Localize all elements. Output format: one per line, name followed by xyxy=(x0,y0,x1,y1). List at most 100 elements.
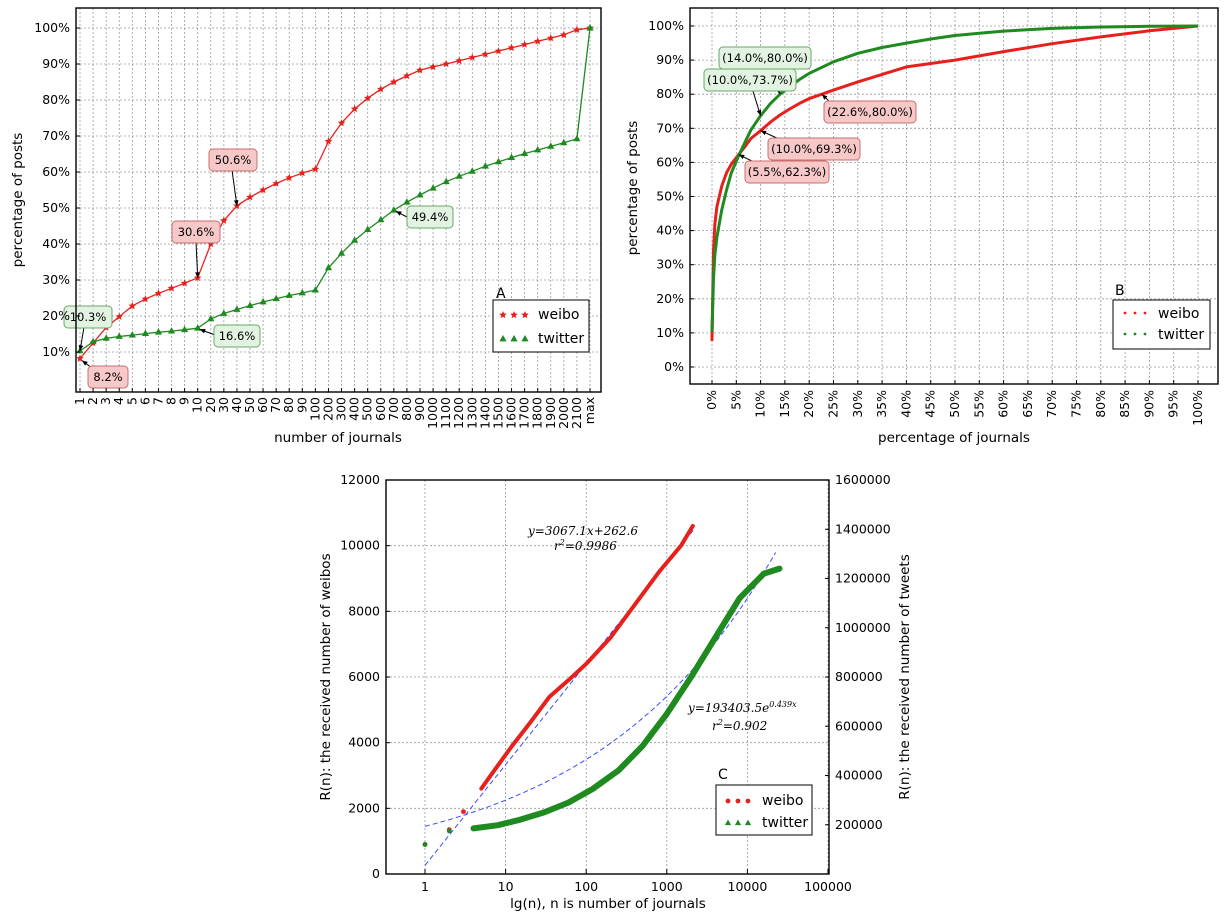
data-point-weibo xyxy=(481,50,490,58)
data-point-weibo xyxy=(220,216,228,224)
data-point-twitter xyxy=(324,263,333,271)
data-point-twitter xyxy=(468,167,476,174)
data-point-twitter xyxy=(337,249,346,256)
legend-label-twitter: twitter xyxy=(538,331,584,347)
legend-marker-weibo xyxy=(1123,311,1127,315)
legend-marker-weibo xyxy=(499,311,507,319)
series-line-twitter xyxy=(79,27,591,352)
annotation-arrow xyxy=(78,326,85,352)
panel-b-ylabel: percentage of posts xyxy=(625,121,641,256)
data-point-twitter xyxy=(220,309,228,316)
legend-marker-weibo xyxy=(1143,311,1147,315)
panel-c-legend-box xyxy=(715,784,813,836)
data-point-weibo xyxy=(128,301,137,310)
annotation-arrow-head xyxy=(395,211,402,216)
data-point-weibo xyxy=(324,137,333,145)
panel-a-chart: 10.3%8.2%30.6%50.6%16.6%49.4% 1234567891… xyxy=(10,7,602,446)
annotation-arrow xyxy=(195,241,200,278)
y-tick-label: 40% xyxy=(42,236,70,251)
y2-tick-label: 1400000 xyxy=(835,521,891,536)
y-tick-label: 12000 xyxy=(340,472,380,487)
x-tick-label: 9 xyxy=(177,397,192,405)
annotation-label-box xyxy=(213,324,261,348)
data-point-weibo xyxy=(246,193,254,201)
annotation-arrow-head xyxy=(760,130,767,136)
annotation-label-text: 8.2% xyxy=(93,370,122,384)
x-tick-label: 6 xyxy=(137,397,152,405)
y-tick-label: 70% xyxy=(42,128,70,143)
y-tick-label: 50% xyxy=(42,200,70,215)
y-tick-label: 80% xyxy=(656,86,684,101)
panel-c-chart: 1 10 100 1000 10000 1000000200040006000800010… xyxy=(318,472,913,912)
panel-c-xlabel: lg(n), n is number of journals xyxy=(510,896,706,912)
y-tick-label: 20% xyxy=(42,308,70,323)
data-point-weibo xyxy=(573,25,581,33)
data-point-twitter xyxy=(246,301,254,308)
data-point-weibo xyxy=(285,173,293,181)
annotation-label: 30.6% xyxy=(171,220,221,244)
data-point-weibo xyxy=(180,279,189,287)
annotation-label-text: 16.6% xyxy=(219,329,256,343)
y-tick-label: 50% xyxy=(656,189,684,204)
x-tick-label: 900 xyxy=(412,397,427,421)
data-point-weibo xyxy=(272,179,280,187)
annotation-label-text: 49.4% xyxy=(412,210,449,224)
data-point-weibo xyxy=(461,809,466,815)
data-point-weibo xyxy=(363,94,372,102)
x-tick-label: 4 xyxy=(111,397,126,405)
x-tick-label: 2 xyxy=(85,397,100,405)
x-tick-label: 60% xyxy=(996,390,1011,418)
x-tick-label: 400 xyxy=(347,397,362,421)
x-tick-label: 40% xyxy=(898,390,913,418)
data-point-twitter xyxy=(534,146,542,153)
data-point-twitter xyxy=(141,329,149,336)
x-tick-label: max xyxy=(582,397,597,424)
x-tick-label: 20 xyxy=(203,397,218,413)
panel-a-letter: A xyxy=(496,286,506,302)
x-tick-label: 65% xyxy=(1020,390,1035,418)
legend-marker-twitter xyxy=(1133,332,1137,336)
annotation-arrow-head xyxy=(78,345,84,351)
x-tick-label: 5% xyxy=(728,390,743,410)
annotation-arrow-head xyxy=(199,328,206,334)
data-point-weibo xyxy=(337,119,346,127)
data-point-twitter xyxy=(115,332,123,339)
x-tick-label: 50% xyxy=(947,390,962,418)
panel-b-legend-box xyxy=(1112,299,1211,350)
data-point-weibo xyxy=(350,105,359,113)
panel-b-chart: (14.0%,80.0%) (10.0%,73.7%) (22.6%,80.0%) (… xyxy=(625,7,1219,446)
data-point-weibo xyxy=(259,186,267,194)
data-point-twitter xyxy=(442,177,450,185)
twitter-fit-equation: y=193403.5e0.439x xyxy=(687,700,797,715)
y-tick-label: 100% xyxy=(648,18,684,33)
annotation-arrow-head xyxy=(195,272,200,278)
y-tick-label: 90% xyxy=(656,52,684,67)
x-tick-label: 15% xyxy=(777,390,792,418)
legend-marker-twitter xyxy=(1123,332,1127,336)
annotation-arrow-line xyxy=(195,241,199,278)
x-tick-label: 100 xyxy=(307,397,322,421)
annotation-label-box xyxy=(171,220,221,244)
data-point-twitter xyxy=(455,172,463,179)
annotation-label: (10.0%,69.3%) xyxy=(767,137,861,161)
series-line-weibo xyxy=(710,24,1199,340)
legend-marker-twitter xyxy=(734,819,742,826)
data-point-twitter xyxy=(521,149,529,156)
annotation-label-box xyxy=(87,365,129,389)
x-tick-label: 80% xyxy=(1093,390,1108,418)
legend-marker-twitter xyxy=(499,335,507,342)
annotation-arrow-head xyxy=(738,154,745,160)
panel-a-xlabel: number of journals xyxy=(274,430,402,446)
data-point-twitter xyxy=(710,324,714,328)
panel-a-legend-box xyxy=(492,299,590,353)
data-point-twitter xyxy=(422,842,428,847)
data-point-twitter xyxy=(272,294,280,302)
annotation-label: 10.3% xyxy=(63,305,113,329)
data-point-twitter xyxy=(181,325,189,333)
x-tick-label: 90 xyxy=(294,397,309,413)
data-point-weibo xyxy=(710,338,714,342)
y-tick-label: 10000 xyxy=(340,538,380,553)
annotation-label-text: (14.0%,80.0%) xyxy=(722,51,808,65)
panel-a-legend: weibo twitter xyxy=(492,299,590,353)
data-point-weibo xyxy=(76,354,84,362)
